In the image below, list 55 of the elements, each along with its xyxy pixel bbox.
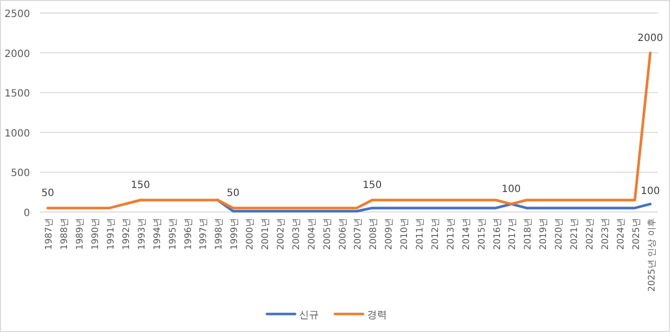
y-tick-label: 0 — [24, 208, 30, 219]
x-tick-label: 1994년 — [152, 218, 163, 250]
x-tick-label: 2025년 — [632, 218, 642, 250]
x-tick-label: 1992년 — [122, 218, 132, 250]
legend-label: 경력 — [367, 310, 387, 321]
x-tick-label: 2023년 — [600, 218, 611, 250]
legend-label: 신규 — [299, 310, 319, 321]
x-tick-label: 2003년 — [292, 218, 302, 250]
x-tick-label: 1993년 — [137, 218, 148, 250]
x-tick-label: 2014년 — [462, 218, 472, 250]
x-tick-label: 2020년 — [554, 218, 565, 250]
x-tick-label: 1999년 — [230, 218, 240, 250]
x-tick-label: 2001년 — [261, 218, 272, 250]
y-tick-label: 2500 — [4, 9, 30, 20]
annotation: 100 — [640, 186, 660, 198]
x-tick-label: 1987년 — [44, 218, 55, 250]
x-tick-label: 2022년 — [585, 218, 596, 250]
x-tick-label: 2000년 — [246, 218, 256, 250]
x-tick-label: 1998년 — [214, 218, 225, 250]
y-tick-label: 1500 — [4, 88, 30, 100]
x-tick-label: 1995년 — [168, 218, 178, 250]
x-tick-label: 2021년 — [570, 218, 580, 250]
x-tick-label: 2006년 — [338, 218, 348, 250]
annotation: 50 — [226, 188, 240, 200]
x-tick-label: 2025년 인상 이후 — [647, 218, 658, 292]
x-tick-label: 1991년 — [106, 218, 117, 250]
x-tick-label: 2012년 — [430, 218, 441, 250]
annotation: 50 — [41, 188, 54, 200]
annotation: 2000 — [638, 32, 663, 44]
x-tick-label: 2004년 — [307, 218, 318, 250]
x-tick-label: 1990년 — [91, 218, 102, 250]
x-tick-label: 1989년 — [76, 218, 86, 250]
x-tick-label: 1996년 — [184, 218, 194, 250]
y-tick-label: 1000 — [4, 128, 30, 140]
x-tick-label: 2005년 — [322, 218, 333, 250]
x-tick-label: 2011년 — [416, 218, 426, 250]
x-tick-label: 1997년 — [199, 218, 210, 250]
x-tick-label: 2018년 — [524, 218, 534, 250]
y-tick-label: 500 — [10, 168, 30, 180]
x-tick-label: 2009년 — [384, 218, 395, 250]
x-tick-label: 2007년 — [354, 218, 364, 250]
x-tick-label: 2013년 — [446, 218, 456, 250]
x-tick-label: 2010년 — [400, 218, 410, 250]
annotation: 150 — [130, 180, 150, 192]
x-tick-label: 2017년 — [508, 218, 518, 250]
annotation: 150 — [362, 180, 382, 192]
annotation: 100 — [502, 184, 521, 196]
y-tick-label: 2000 — [4, 48, 30, 60]
x-tick-label: 2002년 — [276, 218, 286, 250]
x-tick-label: 2008년 — [369, 218, 380, 250]
x-tick-label: 2019년 — [539, 218, 550, 250]
x-tick-label: 2015년 — [477, 218, 488, 250]
x-tick-label: 2024년 — [616, 218, 626, 250]
x-tick-label: 2016년 — [492, 218, 503, 250]
x-tick-label: 1988년 — [60, 218, 70, 250]
